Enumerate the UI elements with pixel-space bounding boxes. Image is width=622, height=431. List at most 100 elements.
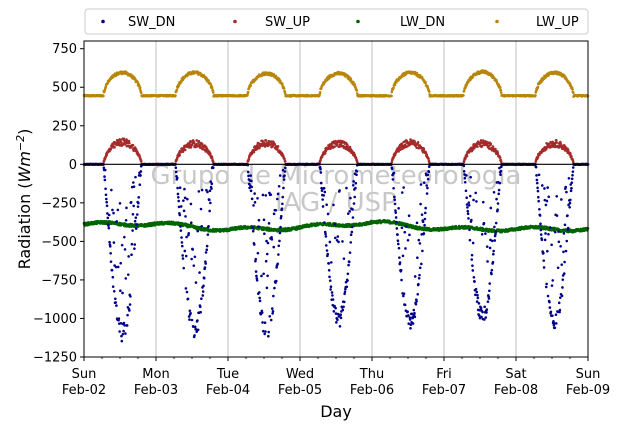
data-point <box>329 288 332 291</box>
data-point <box>185 290 189 294</box>
data-point <box>422 147 426 151</box>
data-point <box>114 301 117 304</box>
data-point <box>282 178 286 181</box>
data-point <box>427 157 430 160</box>
data-point <box>111 275 115 279</box>
data-point <box>264 259 268 263</box>
data-point <box>262 272 265 276</box>
data-point <box>180 241 184 244</box>
data-point <box>255 274 258 278</box>
data-point <box>192 141 196 144</box>
data-point <box>326 212 330 216</box>
data-point <box>276 147 279 151</box>
data-point <box>111 285 115 288</box>
data-point <box>181 150 185 153</box>
data-point <box>319 181 323 185</box>
data-point <box>278 79 282 83</box>
x-grid <box>155 41 517 357</box>
data-point <box>427 90 431 93</box>
data-point <box>129 200 133 204</box>
watermark: Grupo de Micrometeorologia IAG / USP <box>151 161 522 218</box>
data-point <box>139 91 143 95</box>
data-point <box>355 173 358 177</box>
data-point <box>203 266 207 269</box>
legend-label: SW_DN <box>128 15 175 30</box>
data-point <box>254 257 258 261</box>
data-point <box>336 235 340 238</box>
data-point <box>179 205 183 208</box>
data-point <box>103 178 107 182</box>
data-point <box>278 174 282 177</box>
data-point <box>324 244 328 247</box>
data-point <box>322 186 326 190</box>
data-point <box>186 197 189 201</box>
data-point <box>331 294 334 297</box>
data-point <box>133 247 136 250</box>
data-point <box>255 278 259 282</box>
data-point <box>202 284 205 288</box>
data-point <box>390 94 393 98</box>
data-point <box>201 294 205 297</box>
data-point <box>343 290 347 294</box>
data-point <box>124 332 127 335</box>
data-point <box>211 91 215 94</box>
data-point <box>324 232 327 236</box>
data-point <box>132 181 135 184</box>
data-point <box>263 321 267 324</box>
data-point <box>105 200 108 204</box>
data-point <box>390 90 394 94</box>
data-point <box>112 211 115 215</box>
data-point <box>283 166 287 170</box>
data-point <box>321 198 324 201</box>
data-point <box>270 238 274 241</box>
data-point <box>206 190 209 194</box>
data-point <box>326 252 330 256</box>
data-point <box>325 249 329 252</box>
data-point <box>283 174 286 177</box>
data-point <box>204 262 207 265</box>
data-point <box>277 184 281 188</box>
legend-marker <box>233 19 237 24</box>
data-point <box>177 205 181 209</box>
data-point <box>491 145 495 148</box>
watermark-line-2: IAG / USP <box>275 188 397 218</box>
data-point <box>132 185 136 188</box>
data-point <box>137 196 141 199</box>
data-point <box>280 207 284 210</box>
data-point <box>191 248 195 251</box>
data-point <box>265 252 269 256</box>
data-point <box>260 274 263 278</box>
data-point <box>209 152 212 156</box>
data-point <box>199 207 203 211</box>
data-point <box>135 223 139 226</box>
data-point <box>124 277 128 280</box>
data-point <box>183 249 187 253</box>
data-point <box>329 285 333 288</box>
data-point <box>331 298 335 301</box>
data-point <box>105 204 109 208</box>
data-point <box>333 222 337 226</box>
data-point <box>181 257 185 260</box>
data-point <box>121 291 124 295</box>
data-point <box>106 216 110 220</box>
data-point <box>179 225 182 228</box>
data-point <box>190 257 193 261</box>
data-point <box>252 243 256 246</box>
data-point <box>256 196 259 200</box>
data-point <box>188 309 192 313</box>
data-point <box>269 318 273 322</box>
data-point <box>121 332 125 336</box>
data-point <box>393 83 397 87</box>
data-point <box>424 81 427 85</box>
data-point <box>335 321 338 324</box>
data-point <box>489 142 493 146</box>
data-point <box>197 190 201 193</box>
data-point <box>328 275 331 279</box>
data-point <box>342 305 345 309</box>
data-point <box>128 303 132 306</box>
data-point <box>132 204 135 208</box>
legend-label: LW_UP <box>536 15 579 30</box>
data-point <box>261 321 264 324</box>
data-point <box>392 86 395 90</box>
data-point <box>131 229 134 232</box>
